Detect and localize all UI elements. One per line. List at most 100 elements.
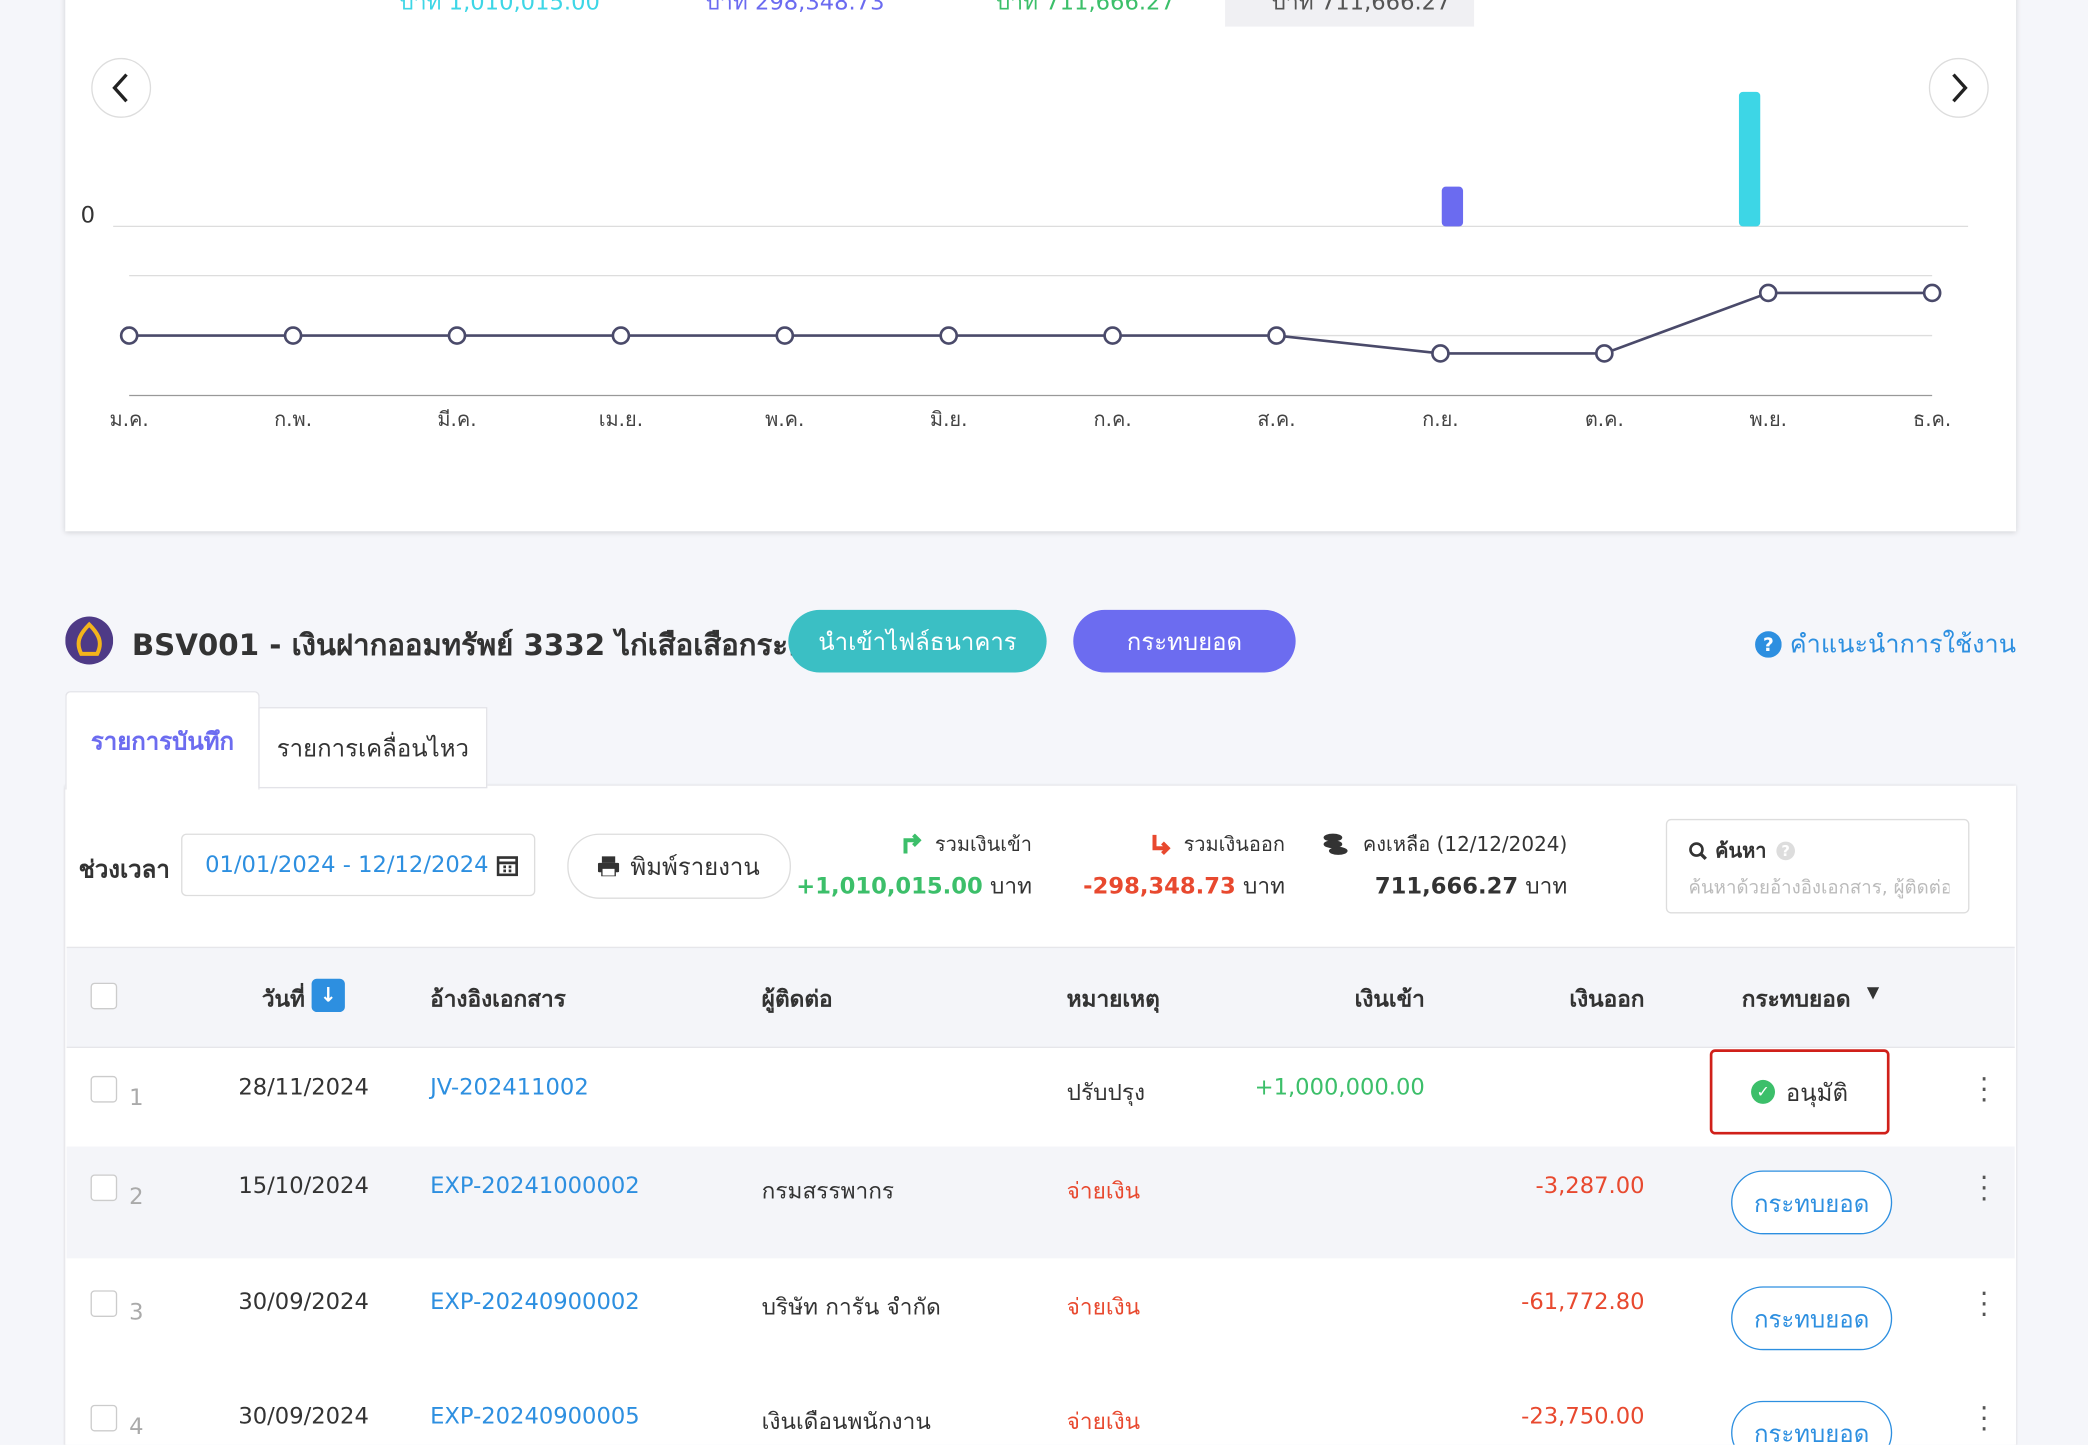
column-header: เงินเข้า: [1354, 986, 1425, 1014]
status-label: อนุมัติ: [1785, 1079, 1849, 1108]
svg-text:?: ?: [1781, 843, 1789, 860]
help-link[interactable]: ? คำแนะนำการใช้งาน: [1755, 625, 2016, 665]
column-header: ผู้ติดต่อ: [761, 986, 833, 1014]
import-button[interactable]: นำเข้าไฟล์ธนาคาร: [788, 609, 1047, 673]
expense-label: รวมเงินออก: [1183, 832, 1285, 857]
point: [1922, 283, 1942, 303]
row-menu[interactable]: · · ·: [1979, 1277, 1989, 1331]
x-tick-label: ส.ค.: [1257, 407, 1295, 431]
next-button[interactable]: [1928, 57, 1989, 118]
reconcile-button-label: กระทบยอด: [1126, 628, 1243, 657]
expense-value: -298,348.73: [1083, 873, 1236, 901]
cell: 1: [129, 1085, 144, 1112]
tab-label: รายการเคลื่อนไหว: [276, 735, 469, 764]
cell: 15/10/2024: [238, 1173, 369, 1200]
tab-active[interactable]: รายการบันทึก: [65, 691, 260, 790]
balance-label-row: คงเหลือ (12/12/2024): [1323, 828, 1567, 860]
x-tick-label: เม.ย.: [599, 407, 643, 431]
x-tick-label: ธ.ค.: [1913, 407, 1951, 431]
y-tick-label: 0: [81, 202, 95, 228]
chart-card: [65, 0, 2017, 532]
cell: 4: [129, 1414, 144, 1441]
status-approved: ✓ อนุมัติ: [1709, 1049, 1890, 1135]
row-checkbox[interactable]: [90, 1174, 118, 1202]
cell: 28/11/2024: [238, 1074, 369, 1102]
x-tick-label: ต.ค.: [1585, 407, 1624, 431]
point: [775, 326, 795, 345]
sort-icon[interactable]: ↓: [311, 978, 345, 1013]
x-tick-label: มี.ค.: [437, 407, 476, 431]
bar: [1441, 186, 1464, 227]
search-box[interactable]: ค้นหา? ค้นหาด้วยอ้างอิงเอกสาร, ผู้ติดต่อ: [1665, 818, 1970, 914]
cell: 3: [129, 1299, 144, 1327]
expense-unit: บาท: [1242, 873, 1285, 901]
select-all[interactable]: [90, 982, 118, 1010]
point: [283, 326, 303, 345]
top-summary: บาท 1,010,015.00: [399, 0, 600, 16]
cell: จ่ายเงิน: [1066, 1408, 1141, 1436]
cell: 2: [129, 1183, 144, 1211]
cell[interactable]: EXP-20241000002: [430, 1173, 640, 1200]
search-label-row: ค้นหา?: [1688, 835, 1795, 867]
cell[interactable]: EXP-20240900005: [430, 1403, 640, 1431]
prev-button[interactable]: [91, 57, 152, 118]
cell: จ่ายเงิน: [1066, 1178, 1141, 1206]
income-icon: [903, 833, 922, 854]
row-checkbox[interactable]: [90, 1075, 118, 1103]
chart: 0 ม.ค. ก.พ. มี.ค. เม.ย. พ.ค. มิ.ย. ก.ค. ส.ค. ก.ย.…: [81, 57, 1989, 431]
row-checkbox[interactable]: [90, 1404, 118, 1432]
account-title: BSV001 - เงินฝากออมทรัพย์ 3332 ไก่เสือเส…: [131, 629, 841, 664]
print-label: พิมพ์รายงาน: [630, 853, 760, 882]
income-total: +1,010,015.00 บาท: [796, 868, 1032, 904]
cell[interactable]: JV-202411002: [430, 1074, 589, 1102]
x-tick-label: ก.ย.: [1422, 407, 1459, 431]
row-menu[interactable]: · · ·: [1979, 1391, 1989, 1445]
row-checkbox[interactable]: [90, 1290, 118, 1317]
reconcile-row-button[interactable]: กระทบยอด: [1731, 1400, 1893, 1445]
coins-icon: [1324, 833, 1349, 855]
point: [1267, 326, 1286, 345]
cell: -61,772.80: [1521, 1288, 1645, 1316]
cell: บริษัท การัน จำกัด: [761, 1294, 941, 1321]
balance-label: คงเหลือ (12/12/2024): [1362, 832, 1568, 857]
x-tick-label: มิ.ย.: [930, 407, 968, 431]
expense-icon: [1152, 834, 1171, 855]
date-input[interactable]: 01/01/2024 - 12/12/2024: [181, 833, 536, 897]
expense-label-row: รวมเงินออก: [1149, 828, 1285, 860]
top-summary: บาท 711,666.27: [996, 0, 1175, 16]
point: [119, 326, 139, 345]
x-tick-label: พ.ค.: [765, 407, 804, 431]
top-summary: บาท 711,666.27: [1271, 0, 1451, 16]
cell: -3,287.00: [1535, 1173, 1645, 1200]
bank-logo: [65, 616, 114, 665]
help-label: คำแนะนำการใช้งาน: [1789, 629, 2017, 660]
reconcile-row-button[interactable]: กระทบยอด: [1731, 1170, 1893, 1235]
point: [447, 326, 467, 345]
income-label-row: รวมเงินเข้า: [900, 828, 1032, 860]
income-value: +1,010,015.00: [796, 873, 983, 901]
table-header: [66, 946, 2015, 1048]
search-label: ค้นหา: [1715, 838, 1767, 863]
cell[interactable]: EXP-20240900002: [430, 1288, 640, 1316]
bar: [1738, 91, 1761, 227]
date-range: 01/01/2024 - 12/12/2024: [205, 851, 489, 879]
dropdown-caret[interactable]: ▼: [1866, 982, 1880, 1002]
point: [611, 326, 631, 345]
x-tick-label: ม.ค.: [110, 407, 149, 431]
column-header: เงินออก: [1569, 986, 1645, 1014]
reconcile-button[interactable]: กระทบยอด: [1073, 609, 1296, 673]
print-button[interactable]: พิมพ์รายงาน: [567, 833, 791, 899]
x-tick-label: ก.ค.: [1094, 407, 1132, 431]
reconcile-row-button[interactable]: กระทบยอด: [1731, 1286, 1893, 1351]
top-summary: บาท 298,348.73: [705, 0, 885, 16]
column-header: กระทบยอด: [1741, 986, 1851, 1014]
tab[interactable]: รายการเคลื่อนไหว: [258, 707, 488, 789]
row-menu[interactable]: · · ·: [1979, 1062, 1989, 1116]
print-icon: [598, 856, 620, 877]
cell: +1,000,000.00: [1254, 1074, 1425, 1102]
row-menu[interactable]: · · ·: [1979, 1161, 1989, 1215]
tab-label: รายการบันทึก: [90, 728, 235, 757]
point: [939, 326, 959, 345]
